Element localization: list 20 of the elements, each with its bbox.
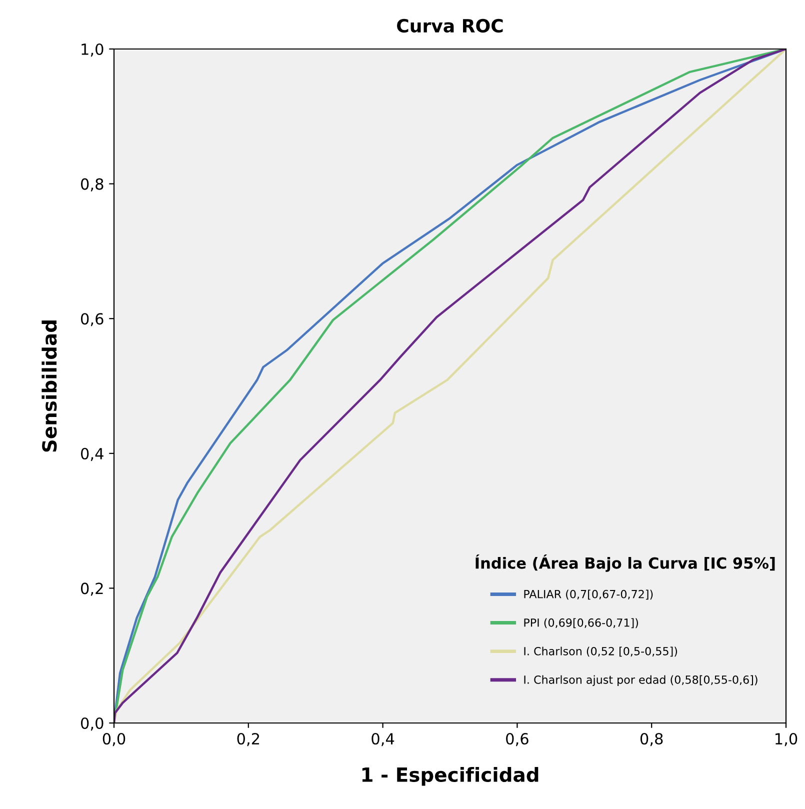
x-tick-label: 0,0 xyxy=(102,732,126,746)
legend-title: Índice (Área Bajo la Curva [IC 95%] xyxy=(476,554,775,572)
y-tick-label: 0,4 xyxy=(80,448,104,461)
x-tick-label: 0,8 xyxy=(640,732,663,746)
y-tick-label: 0,8 xyxy=(80,178,104,192)
y-tick-label: 0,6 xyxy=(80,313,104,326)
x-tick-label: 0,2 xyxy=(237,732,260,746)
x-axis-title: 1 - Especificidad xyxy=(362,766,538,786)
chart-title: Curva ROC xyxy=(397,18,503,33)
legend-label: I. Charlson (0,52 [0,5-0,55]) xyxy=(524,646,678,657)
x-tick-label: 0,4 xyxy=(372,732,394,746)
y-tick-label: 0,0 xyxy=(80,717,104,731)
legend-label: I. Charlson ajust por edad (0,58[0,55-0,6]) xyxy=(524,675,758,686)
legend-label: PALIAR (0,7[0,67-0,72]) xyxy=(524,590,653,600)
legend-label: PPI (0,69[0,66-0,71]) xyxy=(524,618,638,628)
y-axis-title: Sensibilidad xyxy=(42,320,57,452)
x-tick-label: 1,0 xyxy=(776,732,798,746)
y-tick-label: 0,2 xyxy=(80,582,103,596)
y-tick-label: 1,0 xyxy=(82,43,104,57)
x-tick-label: 0,6 xyxy=(506,732,528,746)
